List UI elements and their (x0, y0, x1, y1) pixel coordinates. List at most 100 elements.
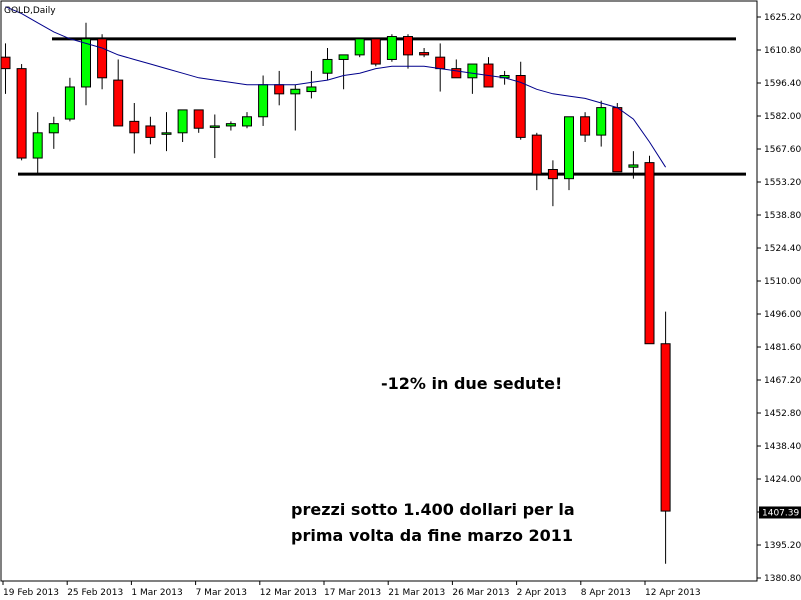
x-tick-label: 17 Mar 2013 (324, 588, 381, 598)
bull-candle-body (225, 123, 236, 127)
candle (386, 34, 397, 62)
x-tick-label: 12 Mar 2013 (260, 588, 317, 598)
candle (161, 112, 172, 152)
bull-candle-body (564, 116, 574, 180)
bull-candle-body (161, 132, 172, 135)
candle (242, 112, 252, 129)
candle (64, 77, 75, 122)
candle (0, 43, 11, 94)
y-tick-label: 1582.00 (764, 112, 801, 122)
bull-candle-body (628, 164, 639, 168)
bear-candle-body (644, 162, 655, 345)
bear-candle-body (451, 68, 462, 79)
annotation-drop: -12% in due sedute! (381, 374, 562, 393)
plot-frame (0, 0, 758, 582)
candle (48, 116, 59, 149)
bear-candle-body (274, 84, 285, 95)
candle (290, 84, 301, 131)
candle (419, 47, 430, 58)
x-tick-label: 12 Apr 2013 (645, 588, 701, 598)
moving-average-line (5, 6, 667, 168)
bear-candle-body (113, 79, 124, 127)
candle (193, 109, 204, 133)
candle (580, 112, 591, 142)
last-price-marker: 1407.39 (759, 506, 801, 519)
bull-candle-body (322, 58, 333, 74)
candle (531, 132, 542, 191)
candle (177, 109, 188, 142)
candle (209, 114, 220, 159)
x-tick-label: 25 Feb 2013 (67, 588, 123, 598)
last-price-box (759, 506, 801, 519)
candle (145, 116, 156, 145)
candle (129, 103, 140, 154)
annotation-line-2: prima volta da fine marzo 2011 (291, 526, 573, 545)
x-tick-label: 19 Feb 2013 (3, 588, 59, 598)
bull-candle-body (386, 36, 397, 60)
candle (435, 43, 446, 92)
y-tick-label: 1424.00 (764, 475, 801, 485)
y-tick-label: 1567.60 (764, 145, 801, 155)
y-axis: 1625.20 1610.80 1596.40 1582.00 1567.60 1553.… (757, 13, 801, 584)
annotation-line-1: prezzi sotto 1.400 dollari per la (291, 500, 575, 519)
candle (467, 63, 478, 94)
y-tick-label: 1610.80 (764, 46, 801, 56)
candle (32, 112, 43, 175)
candle (306, 70, 317, 99)
bear-candle-body (660, 343, 671, 512)
candle (451, 59, 462, 79)
y-tick-label: 1538.80 (764, 211, 801, 221)
bear-candle-body (419, 52, 430, 56)
bull-candle-body (177, 109, 188, 134)
bear-candle-body (515, 75, 526, 138)
y-tick-label: 1596.40 (764, 79, 801, 89)
x-tick-label: 1 Mar 2013 (131, 588, 182, 598)
last-price-label: 1407.39 (762, 508, 799, 518)
chart-title: GOLD,Daily (4, 6, 56, 16)
x-tick-label: 26 Mar 2013 (452, 588, 509, 598)
x-tick-label: 8 Apr 2013 (581, 588, 631, 598)
candle (483, 57, 494, 88)
moving-average (5, 6, 667, 168)
bull-candle-body (64, 86, 75, 120)
y-tick-label: 1625.20 (764, 13, 801, 23)
candle (16, 64, 27, 161)
candle (274, 70, 285, 106)
bull-candle-body (48, 123, 59, 134)
plot-border (0, 0, 758, 582)
bull-candle-body (32, 132, 43, 159)
candle (97, 34, 108, 90)
candle (403, 34, 413, 69)
bear-candle-body (16, 68, 27, 159)
y-tick-label: 1524.40 (764, 244, 801, 254)
candle (258, 75, 269, 126)
y-tick-label: 1438.40 (764, 442, 801, 452)
y-tick-label: 1467.20 (764, 376, 801, 386)
bull-candle-body (354, 38, 365, 56)
y-tick-label: 1510.00 (764, 277, 801, 287)
bull-candle-body (242, 116, 252, 127)
bear-candle-body (612, 107, 623, 173)
candle (354, 38, 365, 58)
bear-candle-body (0, 56, 11, 70)
candle (660, 311, 671, 564)
y-tick-label: 1496.00 (764, 310, 801, 320)
x-tick-label: 2 Apr 2013 (517, 588, 567, 598)
bear-candle-body (531, 134, 542, 175)
candle (113, 59, 124, 127)
candle (370, 38, 381, 67)
candle (322, 47, 333, 81)
bear-candle-body (403, 36, 413, 56)
y-tick-label: 1395.20 (764, 541, 801, 551)
bear-candle-body (145, 125, 156, 138)
x-tick-label: 21 Mar 2013 (388, 588, 445, 598)
bull-candle-body (338, 54, 349, 60)
x-tick-label: 7 Mar 2013 (196, 588, 247, 598)
bear-candle-body (370, 38, 381, 65)
candle (596, 100, 607, 147)
candle (564, 116, 574, 191)
bull-candle-body (596, 107, 607, 136)
candle (81, 22, 91, 106)
